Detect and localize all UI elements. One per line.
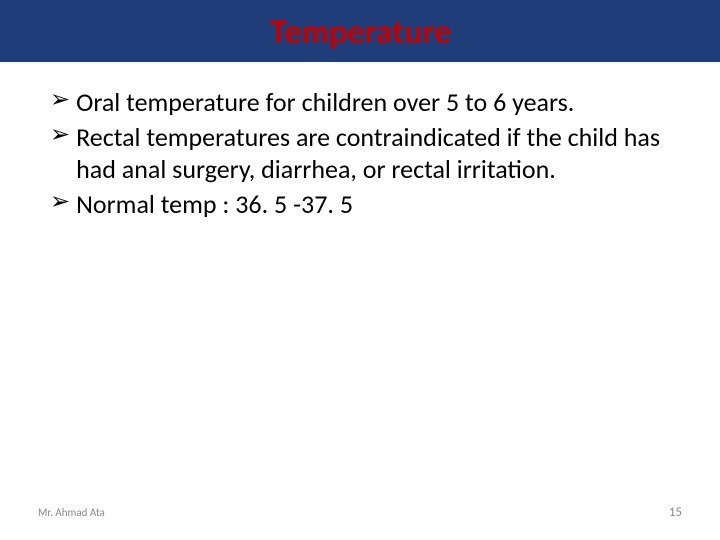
title-bar: Temperature	[0, 0, 720, 62]
bullet-marker-icon: ➢	[50, 86, 70, 115]
bullet-marker-icon: ➢	[50, 121, 70, 150]
footer-page-number: 15	[669, 505, 682, 520]
bullet-text: Rectal temperatures are contraindicated …	[76, 121, 688, 186]
bullet-item: ➢ Rectal temperatures are contraindicate…	[50, 121, 688, 186]
slide-title: Temperature	[270, 11, 451, 52]
bullet-item: ➢ Normal temp : 36. 5 -37. 5	[50, 188, 688, 221]
bullet-item: ➢ Oral temperature for children over 5 t…	[50, 86, 688, 119]
footer-author: Mr. Ahmad Ata	[38, 506, 105, 519]
bullet-marker-icon: ➢	[50, 188, 70, 217]
bullet-text: Normal temp : 36. 5 -37. 5	[76, 188, 353, 221]
content-area: ➢ Oral temperature for children over 5 t…	[0, 62, 720, 220]
footer: Mr. Ahmad Ata 15	[0, 505, 720, 520]
bullet-text: Oral temperature for children over 5 to …	[76, 86, 574, 119]
